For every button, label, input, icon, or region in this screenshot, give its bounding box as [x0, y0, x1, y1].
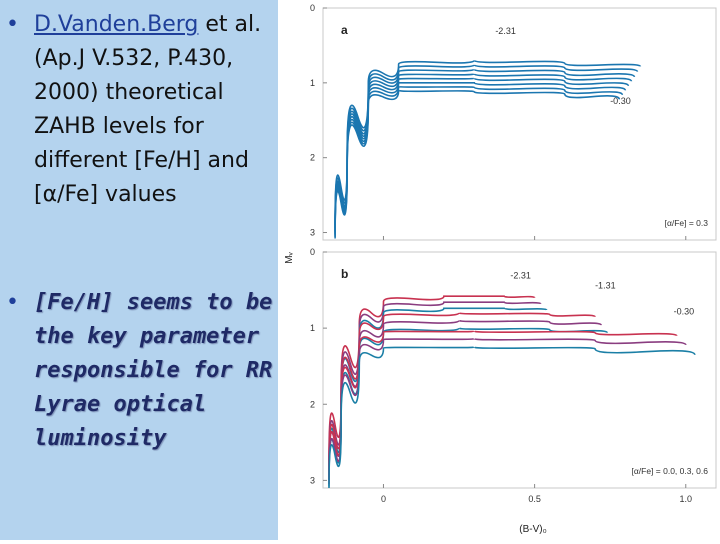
x-axis-label: (B-V)₀: [519, 524, 546, 535]
y-tick-label: 3: [310, 475, 315, 485]
y-axis-label: Mᵥ: [284, 251, 295, 263]
panel-frame: [322, 251, 717, 489]
bullet-text-2: [Fe/H] seems to be the key parameter res…: [34, 290, 273, 451]
y-tick-label: 1: [310, 323, 315, 333]
y-tick-label: 0: [310, 247, 315, 257]
y-tick-label: 1: [310, 78, 315, 88]
zahb-curve: [334, 89, 621, 239]
curve-annotation: -2.31: [495, 26, 516, 36]
y-tick-label: 2: [310, 153, 315, 163]
y-tick-label: 2: [310, 399, 315, 409]
y-tick-label: 0: [310, 3, 315, 13]
panel-frame: [322, 7, 717, 241]
bullet-text-1: D.Vanden.Berg et al. (Ap.J V.532, P.430,…: [34, 8, 274, 212]
curve-annotation: -1.31: [595, 281, 616, 291]
curve-annotation: -2.31: [510, 271, 531, 281]
panel-label: a: [341, 23, 348, 37]
y-tick-label: 3: [310, 228, 315, 238]
x-tick-label: 0.5: [528, 494, 541, 504]
panel-b-chart: 0 1 2 3 0 0.5 1.0 b -2.31 -1.31 -0.30 [α/Fe] = 0.0,…: [310, 247, 717, 504]
text-panel: • D.Vanden.Berg et al. (Ap.J V.532, P.43…: [0, 0, 278, 540]
legend-text: [α/Fe] = 0.0, 0.3, 0.6: [632, 466, 709, 476]
zahb-figure: 0 1 2 3 a -2.31 -0.30 [α/Fe] = 0.3 0 1 2 3 0 0.5 1.0 b…: [278, 0, 720, 540]
curve-annotation: -0.30: [674, 306, 695, 316]
bullet-text-1-rest: et al. (Ap.J V.532, P.430, 2000) theoret…: [34, 12, 262, 207]
panel-a-chart: 0 1 2 3 a -2.31 -0.30 [α/Fe] = 0.3: [310, 3, 717, 241]
curve-annotation: -0.30: [610, 96, 631, 106]
bullet-marker-2: •: [6, 290, 19, 315]
x-tick-label: 1.0: [680, 494, 693, 504]
panel-label: b: [341, 267, 348, 281]
bullet-marker-1: •: [6, 12, 19, 37]
zahb-curve: [328, 346, 696, 489]
legend-text: [α/Fe] = 0.3: [665, 218, 709, 228]
x-tick-label: 0: [381, 494, 386, 504]
author-link[interactable]: D.Vanden.Berg: [34, 12, 199, 37]
zahb-figure-svg: 0 1 2 3 a -2.31 -0.30 [α/Fe] = 0.3 0 1 2 3 0 0.5 1.0 b…: [278, 0, 720, 540]
